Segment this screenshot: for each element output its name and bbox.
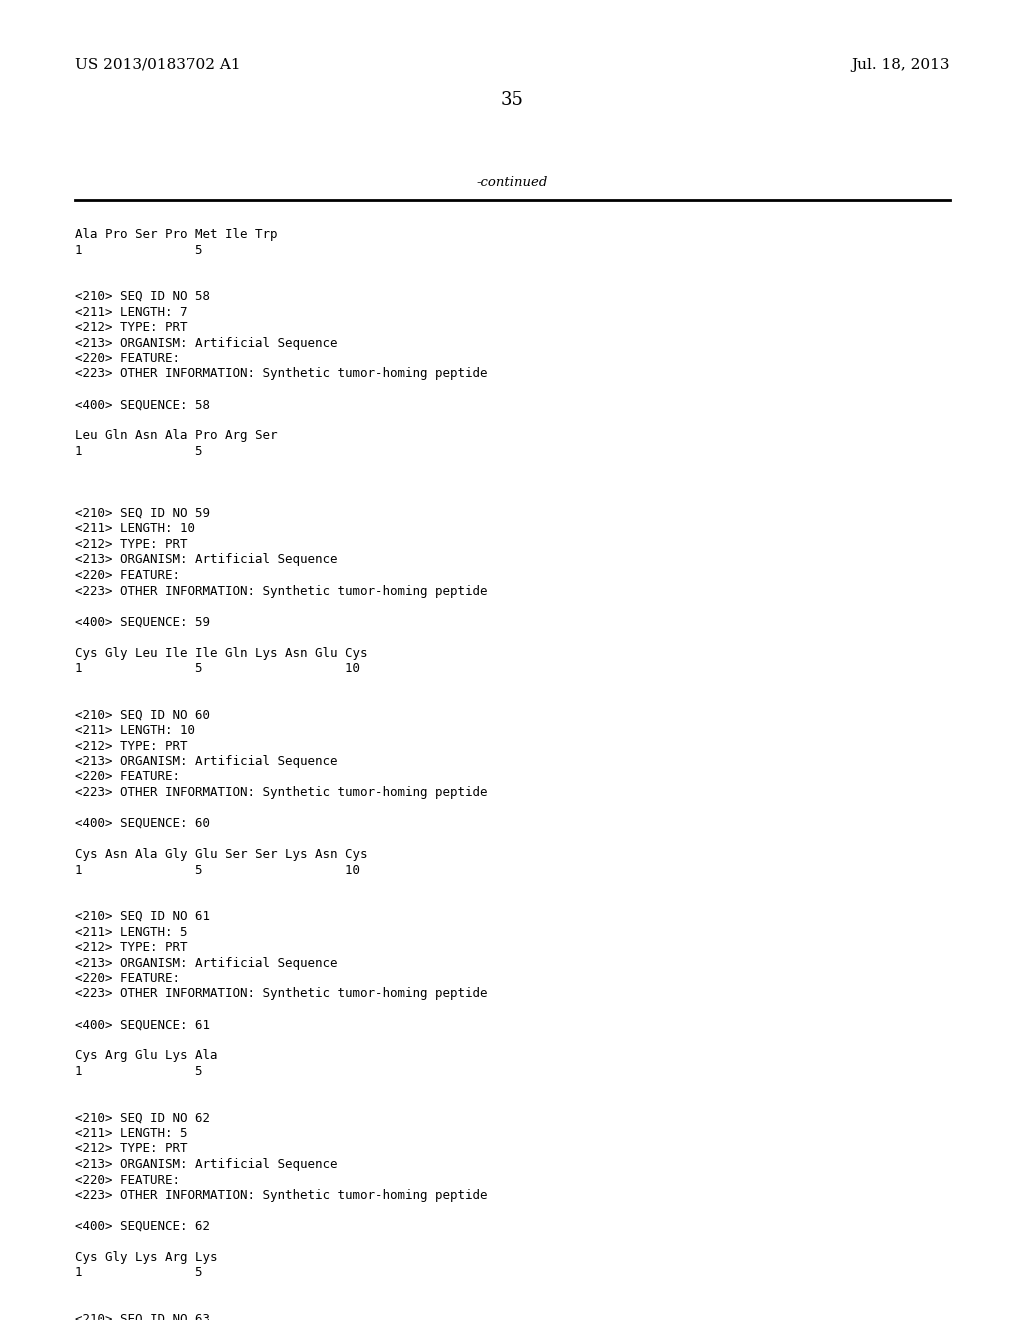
Text: <213> ORGANISM: Artificial Sequence: <213> ORGANISM: Artificial Sequence: [75, 553, 338, 566]
Text: <210> SEQ ID NO 63: <210> SEQ ID NO 63: [75, 1313, 210, 1320]
Text: <212> TYPE: PRT: <212> TYPE: PRT: [75, 539, 187, 550]
Text: <223> OTHER INFORMATION: Synthetic tumor-homing peptide: <223> OTHER INFORMATION: Synthetic tumor…: [75, 1189, 487, 1203]
Text: 1               5: 1 5: [75, 1266, 203, 1279]
Text: 1               5: 1 5: [75, 445, 203, 458]
Text: US 2013/0183702 A1: US 2013/0183702 A1: [75, 58, 241, 73]
Text: Jul. 18, 2013: Jul. 18, 2013: [852, 58, 950, 73]
Text: <211> LENGTH: 10: <211> LENGTH: 10: [75, 723, 195, 737]
Text: Leu Gln Asn Ala Pro Arg Ser: Leu Gln Asn Ala Pro Arg Ser: [75, 429, 278, 442]
Text: <213> ORGANISM: Artificial Sequence: <213> ORGANISM: Artificial Sequence: [75, 337, 338, 350]
Text: <210> SEQ ID NO 60: <210> SEQ ID NO 60: [75, 709, 210, 722]
Text: 35: 35: [501, 91, 523, 110]
Text: <213> ORGANISM: Artificial Sequence: <213> ORGANISM: Artificial Sequence: [75, 755, 338, 768]
Text: <212> TYPE: PRT: <212> TYPE: PRT: [75, 321, 187, 334]
Text: <220> FEATURE:: <220> FEATURE:: [75, 972, 180, 985]
Text: <223> OTHER INFORMATION: Synthetic tumor-homing peptide: <223> OTHER INFORMATION: Synthetic tumor…: [75, 785, 487, 799]
Text: <212> TYPE: PRT: <212> TYPE: PRT: [75, 739, 187, 752]
Text: <210> SEQ ID NO 61: <210> SEQ ID NO 61: [75, 909, 210, 923]
Text: <213> ORGANISM: Artificial Sequence: <213> ORGANISM: Artificial Sequence: [75, 1158, 338, 1171]
Text: <223> OTHER INFORMATION: Synthetic tumor-homing peptide: <223> OTHER INFORMATION: Synthetic tumor…: [75, 585, 487, 598]
Text: 1               5: 1 5: [75, 1065, 203, 1078]
Text: <212> TYPE: PRT: <212> TYPE: PRT: [75, 941, 187, 954]
Text: <220> FEATURE:: <220> FEATURE:: [75, 771, 180, 784]
Text: Cys Gly Lys Arg Lys: Cys Gly Lys Arg Lys: [75, 1251, 217, 1265]
Text: -continued: -continued: [476, 176, 548, 189]
Text: <212> TYPE: PRT: <212> TYPE: PRT: [75, 1143, 187, 1155]
Text: <211> LENGTH: 7: <211> LENGTH: 7: [75, 305, 187, 318]
Text: <400> SEQUENCE: 59: <400> SEQUENCE: 59: [75, 615, 210, 628]
Text: Cys Arg Glu Lys Ala: Cys Arg Glu Lys Ala: [75, 1049, 217, 1063]
Text: 1               5: 1 5: [75, 243, 203, 256]
Text: <211> LENGTH: 10: <211> LENGTH: 10: [75, 523, 195, 536]
Text: <213> ORGANISM: Artificial Sequence: <213> ORGANISM: Artificial Sequence: [75, 957, 338, 969]
Text: <400> SEQUENCE: 58: <400> SEQUENCE: 58: [75, 399, 210, 412]
Text: <220> FEATURE:: <220> FEATURE:: [75, 1173, 180, 1187]
Text: 1               5                   10: 1 5 10: [75, 863, 360, 876]
Text: Ala Pro Ser Pro Met Ile Trp: Ala Pro Ser Pro Met Ile Trp: [75, 228, 278, 242]
Text: <220> FEATURE:: <220> FEATURE:: [75, 569, 180, 582]
Text: <223> OTHER INFORMATION: Synthetic tumor-homing peptide: <223> OTHER INFORMATION: Synthetic tumor…: [75, 367, 487, 380]
Text: <211> LENGTH: 5: <211> LENGTH: 5: [75, 925, 187, 939]
Text: <400> SEQUENCE: 60: <400> SEQUENCE: 60: [75, 817, 210, 830]
Text: <400> SEQUENCE: 61: <400> SEQUENCE: 61: [75, 1019, 210, 1031]
Text: <211> LENGTH: 5: <211> LENGTH: 5: [75, 1127, 187, 1140]
Text: <210> SEQ ID NO 59: <210> SEQ ID NO 59: [75, 507, 210, 520]
Text: Cys Asn Ala Gly Glu Ser Ser Lys Asn Cys: Cys Asn Ala Gly Glu Ser Ser Lys Asn Cys: [75, 847, 368, 861]
Text: 1               5                   10: 1 5 10: [75, 663, 360, 675]
Text: <220> FEATURE:: <220> FEATURE:: [75, 352, 180, 366]
Text: Cys Gly Leu Ile Ile Gln Lys Asn Glu Cys: Cys Gly Leu Ile Ile Gln Lys Asn Glu Cys: [75, 647, 368, 660]
Text: <210> SEQ ID NO 58: <210> SEQ ID NO 58: [75, 290, 210, 304]
Text: <400> SEQUENCE: 62: <400> SEQUENCE: 62: [75, 1220, 210, 1233]
Text: <223> OTHER INFORMATION: Synthetic tumor-homing peptide: <223> OTHER INFORMATION: Synthetic tumor…: [75, 987, 487, 1001]
Text: <210> SEQ ID NO 62: <210> SEQ ID NO 62: [75, 1111, 210, 1125]
